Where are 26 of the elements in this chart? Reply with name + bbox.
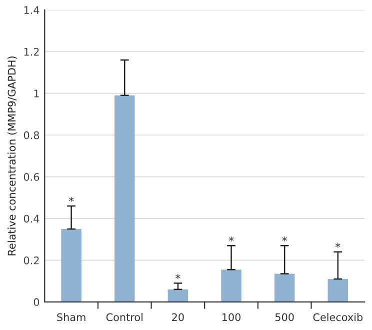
x-tick-label: Celecoxib (313, 313, 363, 322)
bar (114, 95, 135, 302)
y-tick-label: 1.4 (24, 6, 40, 14)
bar (168, 289, 188, 302)
data-label: * (228, 236, 234, 242)
y-tick-label: 0.2 (24, 256, 39, 264)
bar (328, 279, 348, 302)
x-tick-label: Sham (57, 313, 86, 322)
data-label: * (175, 274, 180, 280)
y-tick-label: 1 (34, 90, 39, 98)
y-tick-label: 1.2 (24, 48, 39, 56)
x-tick-label: 100 (222, 313, 241, 322)
bar (221, 270, 242, 302)
y-tick-label: 0.6 (24, 173, 40, 181)
x-tick-label: 20 (172, 313, 184, 322)
bar (274, 274, 295, 302)
data-label: * (68, 196, 74, 202)
data-label: * (282, 236, 288, 242)
y-axis-title: Relative concentration (MMP9/GAPDH) (8, 56, 17, 256)
y-tick-label: 0.8 (24, 131, 40, 140)
x-tick-label: 500 (275, 313, 294, 322)
y-tick-label: 0.4 (24, 214, 40, 223)
bar (61, 228, 82, 302)
y-tick-label: 0 (34, 298, 40, 306)
x-tick-label: Control (106, 313, 142, 322)
data-label: * (335, 242, 340, 248)
